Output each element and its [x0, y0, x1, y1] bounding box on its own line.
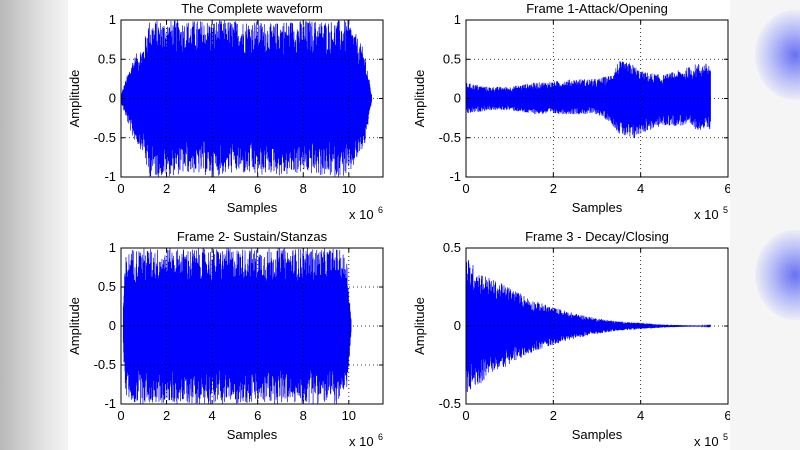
- waveform-series: [122, 248, 352, 404]
- y-tick-label: 1: [109, 12, 116, 27]
- y-tick-label: -1: [104, 396, 116, 411]
- x-exponent-power: 6: [378, 432, 383, 442]
- x-tick-label: 2: [163, 181, 170, 196]
- x-tick-label: 6: [724, 181, 730, 196]
- chart-title: Frame 2- Sustain/Stanzas: [177, 229, 328, 244]
- x-tick-label: 0: [117, 408, 124, 423]
- y-tick-label: -0.5: [439, 396, 461, 411]
- chart-title: Frame 1-Attack/Opening: [526, 1, 668, 16]
- x-axis-label: Samples: [227, 200, 278, 215]
- waveform-series: [466, 260, 711, 393]
- x-exponent-base: x 10: [349, 207, 374, 222]
- x-tick-label: 2: [163, 408, 170, 423]
- y-tick-label: 0: [109, 91, 116, 106]
- x-tick-label: 4: [637, 181, 644, 196]
- blue-glow: [755, 230, 800, 320]
- x-axis-label: Samples: [572, 200, 623, 215]
- x-tick-label: 4: [209, 181, 216, 196]
- y-tick-label: 0: [454, 91, 461, 106]
- waveform-series: [466, 61, 711, 138]
- right-margin: [730, 0, 800, 450]
- x-tick-label: 2: [550, 408, 557, 423]
- x-tick-label: 4: [637, 408, 644, 423]
- x-axis-label: Samples: [227, 427, 278, 442]
- x-tick-label: 4: [209, 408, 216, 423]
- y-tick-label: -1: [449, 169, 461, 184]
- x-tick-label: 8: [300, 408, 307, 423]
- blue-glow: [755, 10, 800, 100]
- subplot-3: 0 2 4 6 8 10 -1 -0.5 0 0.5 1 Frame 2- Sustain/Stanz…: [68, 229, 384, 449]
- y-tick-label: 0.5: [443, 240, 461, 255]
- subplot-2: 0 2 4 6 -1 -0.5 0 0.5 1 Frame 1-Attack/Opening Sam…: [412, 1, 730, 222]
- y-axis-label: Amplitude: [412, 70, 427, 128]
- x-tick-label: 0: [462, 408, 469, 423]
- x-tick-label: 8: [300, 181, 307, 196]
- subplot-1: 0 2 4 6 8 10 -1 -0.5 0 0.5 1 The Complete waveform S…: [68, 1, 384, 222]
- x-exponent-base: x 10: [694, 207, 719, 222]
- y-tick-label: 0.5: [98, 279, 116, 294]
- y-tick-label: 0.5: [443, 51, 461, 66]
- chart-title: The Complete waveform: [181, 1, 323, 16]
- y-tick-label: -0.5: [94, 357, 116, 372]
- x-tick-label: 6: [254, 408, 261, 423]
- y-tick-label: -0.5: [439, 130, 461, 145]
- x-tick-label: 6: [724, 408, 730, 423]
- x-tick-label: 10: [342, 181, 356, 196]
- x-tick-label: 2: [550, 181, 557, 196]
- y-tick-label: 0: [454, 318, 461, 333]
- x-axis-label: Samples: [572, 427, 623, 442]
- x-exponent-base: x 10: [694, 434, 719, 449]
- x-tick-label: 0: [462, 181, 469, 196]
- chart-title: Frame 3 - Decay/Closing: [525, 229, 669, 244]
- x-exponent-power: 5: [723, 205, 728, 215]
- y-tick-label: 1: [454, 12, 461, 27]
- y-tick-label: -0.5: [94, 130, 116, 145]
- y-tick-label: 0: [109, 318, 116, 333]
- y-axis-label: Amplitude: [412, 297, 427, 355]
- waveform-series: [121, 20, 372, 177]
- x-tick-label: 10: [342, 408, 356, 423]
- x-exponent-power: 6: [378, 205, 383, 215]
- y-tick-label: 1: [109, 240, 116, 255]
- y-axis-label: Amplitude: [68, 297, 82, 355]
- x-exponent-base: x 10: [349, 434, 374, 449]
- left-margin: [0, 0, 68, 450]
- y-tick-label: 0.5: [98, 51, 116, 66]
- x-tick-label: 0: [117, 181, 124, 196]
- y-tick-label: -1: [104, 169, 116, 184]
- x-exponent-power: 5: [723, 432, 728, 442]
- y-axis-label: Amplitude: [68, 70, 82, 128]
- x-tick-label: 6: [254, 181, 261, 196]
